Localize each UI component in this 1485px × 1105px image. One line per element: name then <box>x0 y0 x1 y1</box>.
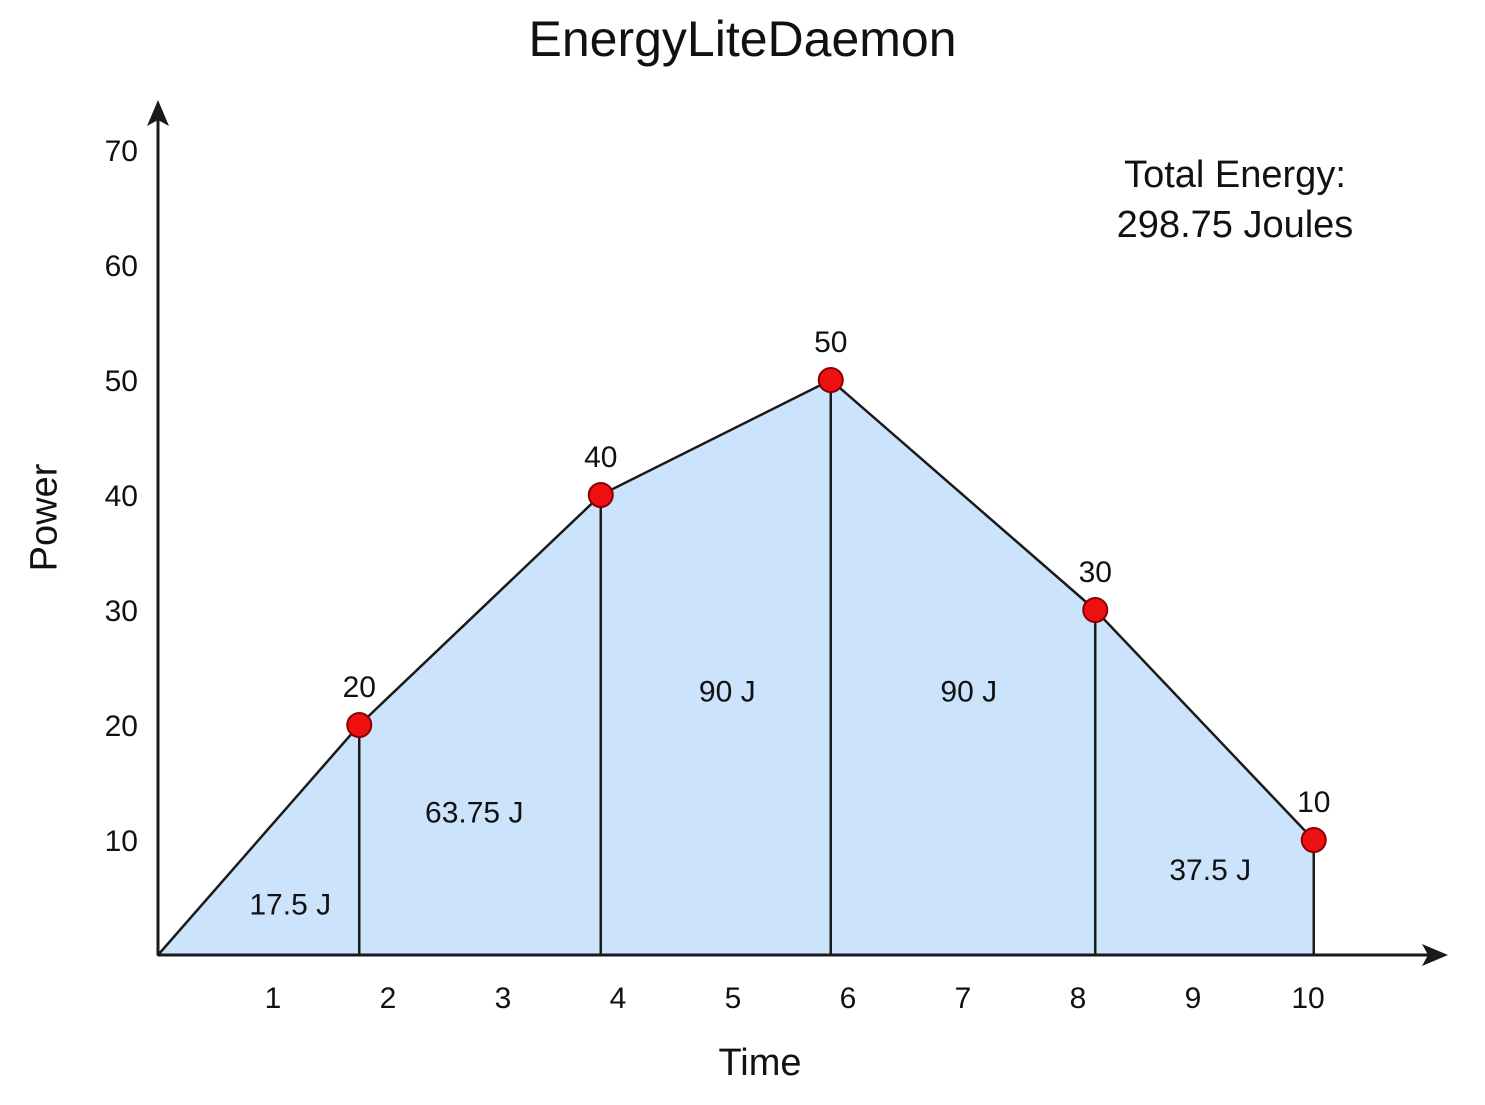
data-point <box>346 712 373 738</box>
y-axis-label: Power <box>23 463 66 572</box>
y-axis-arrow-icon <box>147 100 169 126</box>
x-tick-label: 4 <box>610 982 627 1015</box>
x-tick-label: 3 <box>495 982 512 1015</box>
segment-energy-label: 90 J <box>940 676 997 709</box>
point-value-label: 20 <box>343 671 376 704</box>
axis-layer <box>147 100 1448 966</box>
segment-energy-label: 90 J <box>699 676 756 709</box>
x-axis-arrow-icon <box>1422 944 1448 966</box>
total-energy-value: 298.75 Joules <box>1116 204 1354 246</box>
chart-title: EnergyLiteDaemon <box>528 11 957 67</box>
y-tick-label: 70 <box>105 135 138 168</box>
total-energy-line1: Total Energy: <box>1124 154 1346 196</box>
x-tick-label: 2 <box>380 982 397 1015</box>
x-axis-label: Time <box>718 1042 802 1084</box>
y-tick-label: 40 <box>105 480 138 513</box>
x-tick-label: 6 <box>840 982 857 1015</box>
total-energy-annotation: Total Energy: 298.75 Joules <box>1070 150 1400 250</box>
y-tick-label: 50 <box>105 365 138 398</box>
y-tick-label: 30 <box>105 595 138 628</box>
data-point <box>587 482 614 508</box>
tick-layer: 1 2 3 4 5 6 7 8 9 10 10 20 30 40 50 60 70 <box>105 135 1325 1015</box>
segment-energy-label: 17.5 J <box>249 888 331 921</box>
x-tick-label: 9 <box>1185 982 1202 1015</box>
point-value-label: 50 <box>814 326 847 359</box>
x-tick-label: 8 <box>1070 982 1087 1015</box>
data-point <box>1300 827 1327 853</box>
x-tick-label: 10 <box>1291 982 1324 1015</box>
segment-energy-label: 63.75 J <box>425 796 523 829</box>
x-tick-label: 7 <box>955 982 972 1015</box>
x-tick-label: 5 <box>725 982 742 1015</box>
area-layer <box>156 378 1315 957</box>
marker-layer <box>346 367 1327 853</box>
point-value-label: 40 <box>584 441 617 474</box>
label-layer: 20 40 50 30 10 17.5 J 63.75 J 90 J 90 J 37.5 J <box>249 326 1330 921</box>
data-point <box>817 367 844 393</box>
energy-area <box>156 378 1315 957</box>
point-value-label: 10 <box>1297 786 1330 819</box>
segment-energy-label: 37.5 J <box>1169 854 1251 887</box>
y-tick-label: 60 <box>105 250 138 283</box>
data-point <box>1082 597 1109 623</box>
y-tick-label: 10 <box>105 825 138 858</box>
x-tick-label: 1 <box>265 982 282 1015</box>
point-value-label: 30 <box>1079 556 1112 589</box>
y-tick-label: 20 <box>105 710 138 743</box>
